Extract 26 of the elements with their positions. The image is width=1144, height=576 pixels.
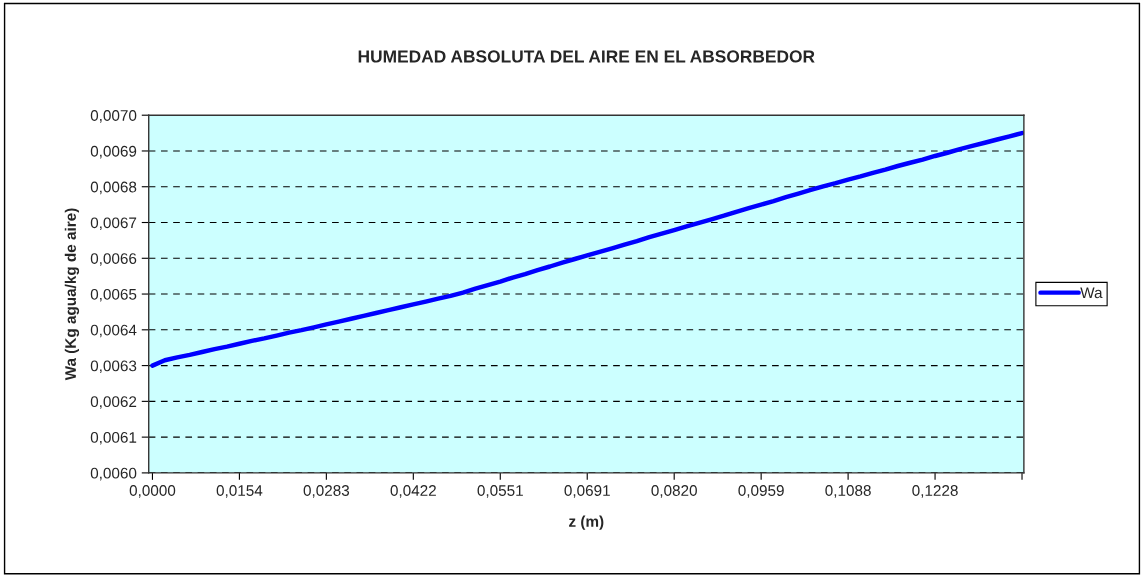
y-tick-label: 0,0060 (90, 467, 137, 481)
x-tick-label: 0,0551 (477, 485, 523, 498)
y-tick-label: 0,0061 (90, 431, 137, 445)
x-axis-title: z (m) (569, 515, 604, 530)
x-tick-label: 0,0691 (564, 485, 610, 498)
x-tick-label: 0,1228 (912, 485, 958, 498)
line-series (150, 130, 1024, 368)
x-tick-label: 0,0422 (390, 485, 436, 498)
x-tick-label: 0,1088 (825, 485, 871, 498)
y-tick-label: 0,0065 (90, 288, 137, 302)
x-tick-label: 0,0154 (216, 485, 263, 498)
x-tick-label: 0,0283 (303, 485, 350, 498)
x-tick-label: 0,0959 (738, 485, 784, 498)
y-tick-label: 0,0066 (90, 253, 137, 266)
y-tick-label: 0,0063 (90, 360, 137, 374)
x-tick-label: 0,0820 (651, 485, 697, 498)
y-tick-label: 0,0064 (90, 324, 137, 338)
y-tick-label: 0,0062 (90, 396, 137, 409)
y-tick-label: 0,0067 (90, 217, 137, 230)
chart-title: HUMEDAD ABSOLUTA DEL AIRE EN EL ABSORBEDOR (358, 50, 815, 63)
legend-label: Wa (1080, 287, 1103, 299)
y-tick-label: 0,0068 (90, 181, 137, 195)
y-tick-label: 0,0069 (90, 145, 137, 159)
x-tick-label: 0,0000 (129, 485, 176, 498)
y-axis-title: Wa (Kg agua/kg de aire) (64, 208, 80, 381)
y-tick-label: 0,0070 (90, 110, 137, 123)
